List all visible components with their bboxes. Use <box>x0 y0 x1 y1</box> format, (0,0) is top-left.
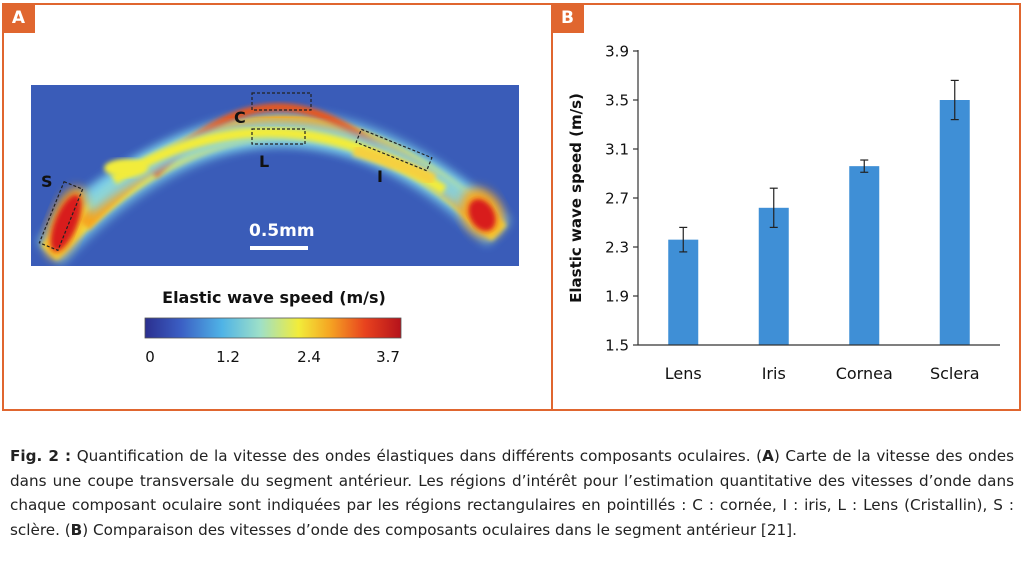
scale-bar-label: 0.5mm <box>249 221 315 241</box>
caption-ref-b: B <box>70 520 83 539</box>
y-tick-label: 1.5 <box>605 337 629 355</box>
caption-label: Fig. 2 : <box>10 447 72 465</box>
y-axis-label: Elastic wave speed (m/s) <box>567 93 585 303</box>
label-lens: L <box>259 152 269 171</box>
roi-sclera <box>38 180 84 252</box>
caption-part-2: ) Carte de la vitesse des ondes dans une… <box>10 447 1014 539</box>
bar-iris <box>758 207 789 345</box>
y-tick-label: 3.9 <box>605 43 629 61</box>
error-bars <box>679 79 959 253</box>
panel-b: B 1.5 1.9 2.3 2.7 3.1 3.5 3.9 Lens Iris Cornea Sc… <box>551 3 1021 411</box>
x-tick-label-lens: Lens <box>665 364 702 383</box>
y-tick-label: 3.1 <box>605 141 629 159</box>
x-tick-labels: Lens Iris Cornea Sclera <box>665 364 980 383</box>
panel-a-tag: A <box>2 3 35 33</box>
figure-caption: Fig. 2 : Quantification de la vitesse de… <box>10 444 1014 542</box>
label-iris: I <box>377 167 383 186</box>
colorbar-tick-3: 3.7 <box>376 348 400 366</box>
y-tick-label: 3.5 <box>605 92 629 110</box>
panel-a: A <box>2 3 553 411</box>
caption-ref-a: A <box>762 447 774 465</box>
label-cornea: C <box>234 108 246 127</box>
colorbar-tick-1: 1.2 <box>216 348 240 366</box>
x-tick-label-sclera: Sclera <box>930 364 980 383</box>
y-tick-label: 2.7 <box>605 190 629 208</box>
colorbar-title: Elastic wave speed (m/s) <box>162 288 386 307</box>
y-tick-label: 2.3 <box>605 239 629 257</box>
bar-cornea <box>849 166 880 345</box>
bar-sclera <box>939 100 970 345</box>
scale-bar <box>250 246 308 250</box>
wave-speed-map: C L I S 0.5mm Elastic wave speed (m/s) 0… <box>31 85 519 366</box>
roi-lens <box>251 128 306 145</box>
caption-part-3: ) Comparaison des vitesses d’onde des co… <box>82 520 797 539</box>
colorbar <box>144 317 402 339</box>
y-ticks: 1.5 1.9 2.3 2.7 3.1 3.5 3.9 <box>605 43 638 355</box>
colorbar-tick-2: 2.4 <box>297 348 321 366</box>
roi-cornea <box>251 92 312 111</box>
bar-lens <box>668 239 699 345</box>
roi-iris <box>355 128 433 172</box>
x-tick-label-iris: Iris <box>762 364 786 383</box>
y-tick-label: 1.9 <box>605 288 629 306</box>
label-sclera: S <box>41 172 53 191</box>
bar-chart: 1.5 1.9 2.3 2.7 3.1 3.5 3.9 Lens Iris Cornea Scle… <box>567 43 1000 383</box>
colorbar-tick-0: 0 <box>145 348 155 366</box>
x-tick-label-cornea: Cornea <box>836 364 893 383</box>
caption-part-1: Quantification de la vitesse des ondes é… <box>71 447 763 465</box>
bars <box>668 100 970 345</box>
panel-b-tag: B <box>551 3 584 33</box>
